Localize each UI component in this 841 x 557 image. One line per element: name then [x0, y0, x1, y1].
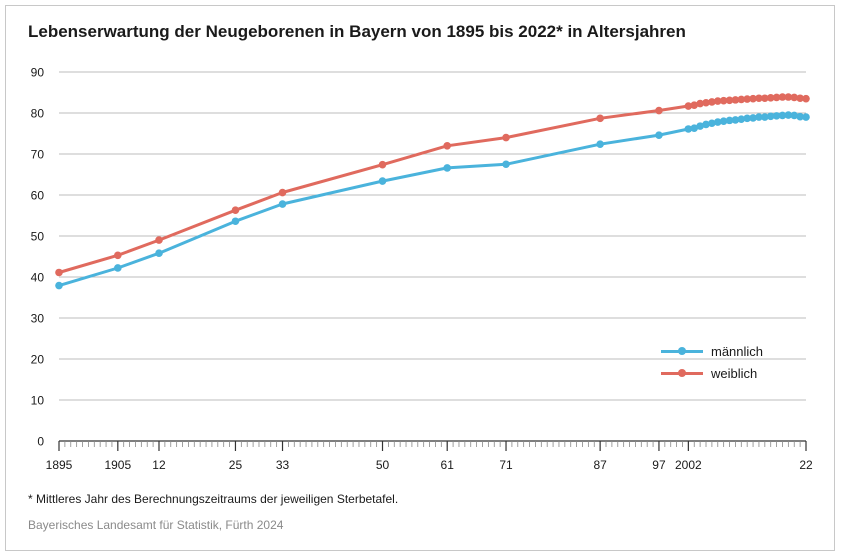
data-point-weiblich: [713, 97, 722, 105]
data-point-weiblich: [231, 206, 240, 214]
data-point-weiblich: [684, 102, 693, 110]
x-tick-label: 1895: [46, 458, 73, 472]
data-point-maennlich: [719, 117, 728, 125]
x-tick-label: 2002: [675, 458, 702, 472]
data-point-maennlich: [655, 131, 663, 139]
data-point-weiblich: [502, 133, 510, 142]
footnote: * Mittleres Jahr des Berechnungszeitraum…: [28, 492, 399, 506]
y-tick-label: 0: [37, 435, 44, 449]
data-point-weiblich: [755, 94, 763, 103]
data-point-weiblich: [114, 251, 122, 260]
legend-swatch-weiblich: [661, 369, 703, 377]
x-tick-label: 25: [229, 458, 243, 472]
data-point-maennlich: [778, 111, 787, 120]
legend: männlich weiblich: [661, 340, 763, 384]
y-tick-label: 10: [31, 394, 45, 408]
data-point-weiblich: [719, 96, 728, 105]
x-tick-label: 71: [499, 458, 513, 472]
x-tick-label: 50: [376, 458, 390, 472]
data-point-weiblich: [796, 94, 804, 103]
y-tick-label: 20: [31, 353, 45, 367]
data-point-weiblich: [655, 106, 663, 115]
y-tick-label: 70: [31, 148, 45, 162]
legend-swatch-maennlich: [661, 347, 703, 355]
source-note: Bayerisches Landesamt für Statistik, Für…: [28, 518, 284, 532]
data-point-weiblich: [696, 99, 704, 108]
data-point-weiblich: [772, 93, 781, 102]
data-point-weiblich: [278, 188, 287, 197]
data-point-weiblich: [443, 142, 452, 150]
data-point-maennlich: [690, 124, 699, 132]
data-point-maennlich: [708, 119, 716, 128]
data-point-maennlich: [761, 113, 769, 121]
data-point-maennlich: [702, 120, 710, 129]
data-point-weiblich: [766, 94, 775, 102]
x-tick-label: 22: [799, 458, 813, 472]
x-tick-label: 61: [441, 458, 455, 472]
data-point-maennlich: [278, 200, 287, 208]
data-point-maennlich: [684, 125, 693, 133]
data-point-weiblich: [596, 114, 604, 123]
data-point-weiblich: [702, 98, 710, 107]
x-tick-label: 87: [593, 458, 607, 472]
chart-title: Lebenserwartung der Neugeborenen in Baye…: [28, 22, 686, 41]
x-tick-label: 33: [276, 458, 290, 472]
data-point-maennlich: [725, 116, 734, 125]
data-point-maennlich: [772, 112, 781, 120]
data-point-maennlich: [743, 114, 751, 123]
legend-label-weiblich: weiblich: [711, 365, 758, 381]
data-point-maennlich: [749, 114, 757, 122]
data-point-maennlich: [796, 112, 804, 121]
data-point-weiblich: [778, 93, 787, 101]
series-line-weiblich: [57, 95, 808, 274]
data-point-weiblich: [743, 95, 751, 103]
data-point-maennlich: [55, 281, 63, 290]
data-point-weiblich: [690, 101, 699, 110]
legend-item-weiblich: weiblich: [661, 362, 763, 384]
data-point-weiblich: [790, 93, 799, 102]
data-point-maennlich: [155, 249, 163, 258]
data-point-weiblich: [737, 95, 746, 104]
data-point-maennlich: [502, 160, 510, 169]
data-point-weiblich: [749, 94, 757, 103]
data-point-weiblich: [155, 236, 163, 244]
data-point-maennlich: [802, 113, 810, 121]
legend-item-maennlich: männlich: [661, 340, 763, 362]
data-point-maennlich: [737, 115, 746, 123]
data-point-weiblich: [761, 94, 769, 103]
series-line-maennlich: [57, 113, 808, 288]
data-point-maennlich: [596, 140, 604, 148]
x-tick-label: 97: [652, 458, 666, 472]
data-point-maennlich: [790, 111, 799, 120]
data-point-maennlich: [231, 217, 240, 226]
data-point-maennlich: [731, 116, 740, 124]
y-tick-label: 60: [31, 189, 45, 203]
data-point-maennlich: [378, 177, 387, 185]
legend-label-maennlich: männlich: [711, 343, 764, 359]
data-point-weiblich: [55, 268, 63, 277]
data-point-maennlich: [114, 264, 122, 272]
data-point-weiblich: [802, 94, 810, 103]
x-tick-label: 12: [152, 458, 166, 472]
data-point-weiblich: [731, 96, 740, 104]
data-point-maennlich: [784, 111, 793, 119]
data-point-maennlich: [755, 113, 763, 121]
data-point-maennlich: [766, 112, 775, 121]
data-point-weiblich: [784, 93, 793, 101]
x-tick-label: 1905: [104, 458, 131, 472]
y-tick-label: 30: [31, 312, 45, 326]
y-tick-label: 90: [31, 66, 45, 80]
chart-frame: [5, 5, 835, 551]
data-point-maennlich: [443, 164, 452, 172]
y-tick-label: 50: [31, 230, 45, 244]
y-tick-label: 80: [31, 107, 45, 121]
data-point-weiblich: [708, 98, 716, 106]
y-tick-label: 40: [31, 271, 45, 285]
data-point-weiblich: [725, 96, 734, 105]
data-point-maennlich: [713, 118, 722, 126]
data-point-maennlich: [696, 122, 704, 130]
data-point-weiblich: [378, 160, 387, 169]
